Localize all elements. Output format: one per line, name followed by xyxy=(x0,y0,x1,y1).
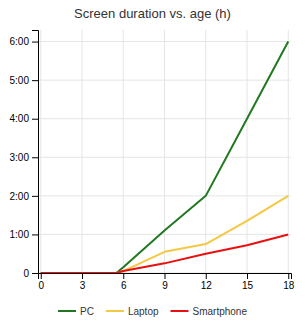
legend-item: PC xyxy=(58,306,94,317)
legend-label: Laptop xyxy=(128,306,159,317)
tick-label: 18 xyxy=(283,280,295,291)
series-group xyxy=(41,42,289,273)
tick: 15 xyxy=(242,273,254,291)
tick-mark xyxy=(32,42,38,43)
y-axis: 0 1:00 2:00 3:00 4:00 5:00 6:00 xyxy=(10,31,39,279)
tick-label: 5:00 xyxy=(10,75,30,86)
legend-item: Laptop xyxy=(106,306,159,317)
grid xyxy=(38,30,291,273)
legend-item: Smartphone xyxy=(171,306,248,317)
tick: 2:00 xyxy=(10,191,38,202)
tick-mark xyxy=(247,273,248,279)
chart: 0 3 6 9 12 15 18 0 1:00 2:00 3:00 4:00 5:00 6:00 Scree… xyxy=(0,0,305,325)
tick: 18 xyxy=(283,273,295,291)
tick-mark xyxy=(32,80,38,81)
tick: 3:00 xyxy=(10,152,38,163)
tick-mark xyxy=(32,196,38,197)
tick-mark xyxy=(165,273,166,279)
axis-line xyxy=(32,31,39,274)
tick-label: 9 xyxy=(162,280,168,291)
tick-mark xyxy=(41,273,42,279)
grid-line-x xyxy=(123,30,124,273)
tick: 9 xyxy=(162,273,168,291)
legend-swatch xyxy=(58,310,76,312)
tick: 0 xyxy=(23,268,38,279)
tick-mark xyxy=(206,273,207,279)
tick-label: 1:00 xyxy=(10,229,30,240)
legend: PC Laptop Smartphone xyxy=(58,306,247,317)
tick-mark xyxy=(32,273,38,274)
tick-label: 3 xyxy=(80,280,86,291)
tick-mark xyxy=(32,157,38,158)
tick-mark xyxy=(288,273,289,279)
grid-line-x xyxy=(82,30,83,273)
tick: 6 xyxy=(121,273,127,291)
tick-label: 6 xyxy=(121,280,127,291)
grid-line-x xyxy=(164,30,165,273)
tick: 1:00 xyxy=(10,229,38,240)
plot-area: 0 3 6 9 12 15 18 0 1:00 2:00 3:00 4:00 5:00 6:00 xyxy=(10,30,295,291)
tick-label: 4:00 xyxy=(10,113,30,124)
tick-label: 0 xyxy=(38,280,44,291)
x-axis: 0 3 6 9 12 15 18 xyxy=(38,273,294,291)
tick: 5:00 xyxy=(10,75,38,86)
tick-mark xyxy=(82,273,83,279)
tick-label: 3:00 xyxy=(10,152,30,163)
tick-label: 6:00 xyxy=(10,36,30,47)
grid-line-x xyxy=(40,30,41,273)
tick-mark xyxy=(123,273,124,279)
tick-label: 12 xyxy=(201,280,213,291)
tick-mark xyxy=(32,119,38,120)
legend-swatch xyxy=(106,310,124,312)
tick: 12 xyxy=(201,273,213,291)
tick: 3 xyxy=(80,273,86,291)
tick-label: 0 xyxy=(23,268,29,279)
tick: 6:00 xyxy=(10,36,38,47)
legend-label: Smartphone xyxy=(193,306,248,317)
grid-line-x xyxy=(288,30,289,273)
legend-swatch xyxy=(171,310,189,312)
legend-label: PC xyxy=(80,306,94,317)
grid-line-x xyxy=(247,30,248,273)
tick-label: 2:00 xyxy=(10,191,30,202)
tick-label: 15 xyxy=(242,280,254,291)
series-line xyxy=(41,196,289,273)
axis-line xyxy=(39,274,292,280)
tick: 0 xyxy=(38,273,44,291)
title: Screen duration vs. age (h) xyxy=(74,6,231,21)
tick: 4:00 xyxy=(10,113,38,124)
grid-line-x xyxy=(205,30,206,273)
series-line xyxy=(41,234,289,273)
tick-mark xyxy=(32,234,38,235)
series-line xyxy=(41,42,289,273)
